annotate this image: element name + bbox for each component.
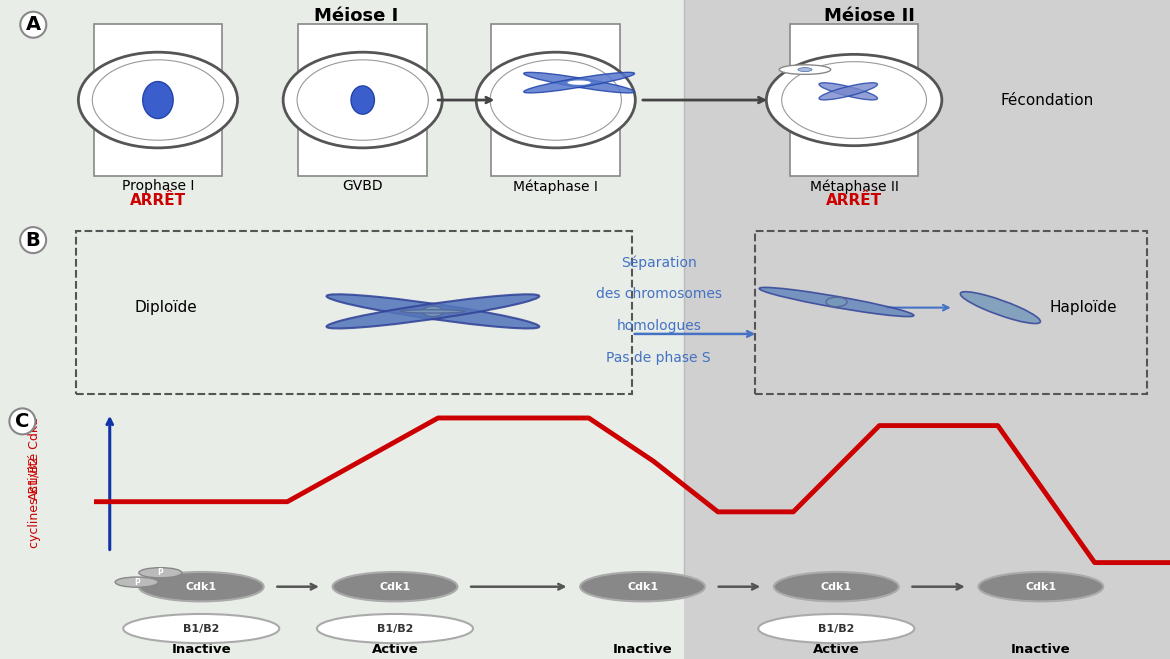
Text: GVBD: GVBD: [343, 179, 383, 193]
Ellipse shape: [490, 60, 621, 140]
Text: Fécondation: Fécondation: [1000, 92, 1094, 107]
Text: Inactive: Inactive: [613, 643, 673, 656]
Ellipse shape: [782, 62, 927, 138]
Ellipse shape: [819, 83, 878, 100]
Text: Méiose II: Méiose II: [824, 7, 915, 24]
Ellipse shape: [78, 52, 238, 148]
Ellipse shape: [819, 83, 878, 100]
Circle shape: [978, 572, 1103, 602]
Bar: [684, 217, 1170, 405]
Text: cyclines B1/B2: cyclines B1/B2: [28, 456, 41, 548]
Ellipse shape: [123, 614, 280, 643]
Text: B1/B2: B1/B2: [377, 623, 413, 633]
Circle shape: [567, 80, 591, 85]
Text: Séparation: Séparation: [621, 255, 696, 270]
Ellipse shape: [524, 72, 634, 93]
Bar: [790, 24, 918, 176]
Text: Métaphase II: Métaphase II: [810, 179, 899, 194]
Text: A: A: [26, 15, 41, 34]
Text: Cdk1: Cdk1: [1025, 582, 1057, 592]
Circle shape: [139, 572, 263, 602]
Text: des chromosomes: des chromosomes: [596, 287, 722, 301]
Circle shape: [139, 567, 181, 578]
Ellipse shape: [798, 68, 812, 72]
Ellipse shape: [326, 295, 539, 328]
Circle shape: [779, 65, 831, 74]
Text: Cdk1: Cdk1: [820, 582, 852, 592]
Text: ARRÊT: ARRÊT: [130, 192, 186, 208]
Text: Prophase I: Prophase I: [122, 179, 194, 193]
Bar: [298, 24, 427, 176]
Ellipse shape: [524, 72, 634, 93]
Text: ARRÊT: ARRÊT: [826, 192, 882, 208]
Text: Inactive: Inactive: [172, 643, 230, 656]
Text: Métaphase I: Métaphase I: [514, 179, 598, 194]
Bar: [684, 0, 1170, 217]
Text: Cdk1: Cdk1: [379, 582, 411, 592]
Circle shape: [580, 572, 706, 602]
Text: Active: Active: [372, 643, 419, 656]
Text: B1/B2: B1/B2: [183, 623, 220, 633]
Bar: [684, 405, 1170, 659]
Text: C: C: [15, 412, 29, 431]
Text: Méiose I: Méiose I: [314, 7, 398, 24]
Text: Pas de phase S: Pas de phase S: [606, 351, 711, 365]
Text: Active: Active: [813, 643, 860, 656]
Circle shape: [115, 577, 158, 587]
Ellipse shape: [422, 306, 443, 316]
Ellipse shape: [766, 55, 942, 146]
Ellipse shape: [400, 310, 466, 313]
Text: Diploïde: Diploïde: [135, 300, 198, 315]
Text: Activité Cdk1-: Activité Cdk1-: [28, 413, 41, 500]
Text: Haploïde: Haploïde: [1049, 300, 1117, 315]
Circle shape: [332, 572, 457, 602]
Text: homologues: homologues: [617, 319, 701, 333]
Circle shape: [773, 572, 899, 602]
Ellipse shape: [826, 297, 847, 306]
Ellipse shape: [92, 60, 223, 140]
Text: B1/B2: B1/B2: [818, 623, 854, 633]
Bar: [94, 24, 222, 176]
Ellipse shape: [961, 292, 1040, 324]
Ellipse shape: [317, 614, 473, 643]
Text: P: P: [133, 578, 139, 587]
Ellipse shape: [758, 614, 915, 643]
Ellipse shape: [351, 86, 374, 114]
Ellipse shape: [326, 295, 539, 328]
Bar: [491, 24, 620, 176]
Ellipse shape: [143, 82, 173, 119]
Text: B: B: [26, 231, 41, 250]
Ellipse shape: [283, 52, 442, 148]
Ellipse shape: [476, 52, 635, 148]
Ellipse shape: [297, 60, 428, 140]
Text: P: P: [158, 568, 163, 577]
Text: Inactive: Inactive: [1011, 643, 1071, 656]
Ellipse shape: [759, 287, 914, 316]
Text: Cdk1: Cdk1: [186, 582, 216, 592]
Text: Cdk1: Cdk1: [627, 582, 659, 592]
